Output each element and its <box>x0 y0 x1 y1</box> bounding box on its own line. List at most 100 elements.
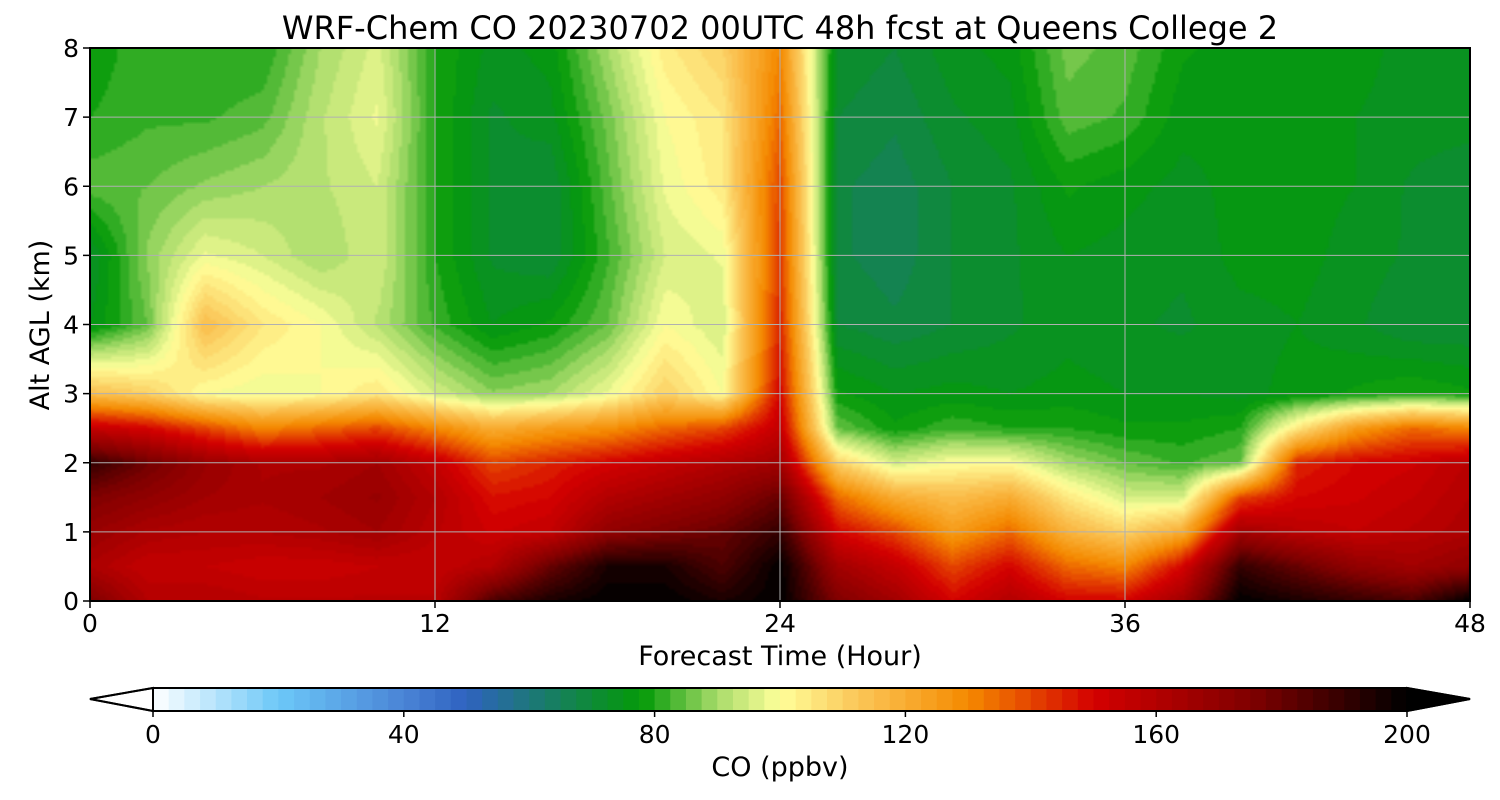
colorbar-swatch <box>576 688 593 711</box>
y-tick-label: 1 <box>63 518 79 547</box>
colorbar-tick-label: 40 <box>388 720 420 749</box>
colorbar-swatch <box>513 688 530 711</box>
colorbar-swatch <box>1015 688 1032 711</box>
colorbar-swatch <box>1203 688 1220 711</box>
colorbar-swatch <box>1391 688 1408 711</box>
colorbar-swatch <box>1328 688 1345 711</box>
colorbar-swatch <box>388 688 405 711</box>
y-tick-label: 0 <box>63 587 79 616</box>
colorbar: 0 40 80 120 160 200 CO (ppbv) <box>89 686 1471 783</box>
colorbar-swatch <box>403 688 421 711</box>
colorbar-swatch <box>1156 688 1173 711</box>
colorbar-swatch <box>623 688 640 711</box>
colorbar-swatch <box>497 688 515 711</box>
colorbar-tick-label: 0 <box>145 720 161 749</box>
colorbar-swatch <box>435 688 452 711</box>
y-tick-label: 8 <box>63 34 79 63</box>
colorbar-swatch <box>482 688 499 711</box>
colorbar-swatch <box>1375 688 1392 711</box>
colorbar-swatch <box>780 688 797 711</box>
colorbar-swatch <box>450 688 468 711</box>
colorbar-swatch <box>858 688 875 711</box>
colorbar-swatch <box>278 688 295 711</box>
colorbar-tick-label: 80 <box>639 720 671 749</box>
colorbar-swatch <box>153 688 170 711</box>
colorbar-swatch <box>842 688 859 711</box>
colorbar-swatch <box>1312 688 1330 711</box>
plot-area <box>89 47 1471 602</box>
y-axis-label: Alt AGL (km) <box>25 240 56 411</box>
colorbar-swatch <box>466 688 483 711</box>
colorbar-swatch <box>670 688 687 711</box>
colorbar-swatch <box>1218 688 1236 711</box>
colorbar-swatch <box>952 688 969 711</box>
colorbar-swatch <box>1140 688 1157 711</box>
colorbar-swatches <box>153 688 1408 711</box>
colorbar-swatch <box>184 688 201 711</box>
colorbar-swatch <box>732 688 750 711</box>
colorbar-swatch <box>889 688 906 711</box>
x-axis-label: Forecast Time (Hour) <box>638 641 922 672</box>
colorbar-swatch <box>294 688 311 711</box>
colorbar-tick-label: 200 <box>1383 720 1431 749</box>
x-tick-label: 0 <box>82 609 98 638</box>
colorbar-swatch <box>1093 688 1110 711</box>
colorbar-swatch <box>685 688 703 711</box>
colorbar-swatch <box>1030 688 1048 711</box>
colorbar-swatch <box>905 688 922 711</box>
colorbar-swatch <box>936 688 954 711</box>
colorbar-swatch <box>717 688 734 711</box>
colorbar-swatch <box>607 688 624 711</box>
colorbar-swatch <box>1062 688 1079 711</box>
colorbar-swatch <box>529 688 546 711</box>
x-tick-label: 48 <box>1454 609 1486 638</box>
y-tick-label: 2 <box>63 449 79 478</box>
colorbar-swatch <box>1077 688 1095 711</box>
colorbar-swatch <box>247 688 264 711</box>
colorbar-tick-label: 160 <box>1132 720 1180 749</box>
colorbar-tick-label: 120 <box>882 720 930 749</box>
x-axis-ticks: 0 12 24 36 48 <box>82 601 1486 638</box>
colorbar-swatch <box>544 688 562 711</box>
colorbar-swatch <box>795 688 812 711</box>
colorbar-swatch <box>1046 688 1063 711</box>
y-tick-label: 5 <box>63 241 79 270</box>
colorbar-swatch <box>827 688 844 711</box>
colorbar-swatch <box>1187 688 1204 711</box>
colorbar-swatch <box>419 688 436 711</box>
colorbar-swatch <box>968 688 985 711</box>
colorbar-swatch <box>591 688 609 711</box>
y-tick-label: 6 <box>63 172 79 201</box>
colorbar-swatch <box>309 688 327 711</box>
colorbar-swatch <box>168 688 185 711</box>
colorbar-swatch <box>638 688 656 711</box>
colorbar-swatch <box>560 688 577 711</box>
colorbar-swatch <box>983 688 1001 711</box>
colorbar-label: CO (ppbv) <box>711 752 848 783</box>
chart-title: WRF-Chem CO 20230702 00UTC 48h fcst at Q… <box>282 9 1278 47</box>
colorbar-swatch <box>200 688 217 711</box>
colorbar-swatch <box>654 688 671 711</box>
colorbar-swatch <box>1124 688 1142 711</box>
colorbar-swatch <box>215 688 232 711</box>
x-tick-label: 24 <box>764 609 796 638</box>
colorbar-swatch <box>341 688 358 711</box>
colorbar-high-extension <box>1406 686 1471 713</box>
colorbar-swatch <box>1297 688 1314 711</box>
colorbar-swatch <box>1344 688 1361 711</box>
x-tick-label: 36 <box>1109 609 1141 638</box>
colorbar-swatch <box>1265 688 1283 711</box>
colorbar-swatch <box>356 688 374 711</box>
colorbar-swatch <box>262 688 279 711</box>
y-tick-label: 4 <box>63 311 79 340</box>
colorbar-swatch <box>701 688 718 711</box>
x-tick-label: 12 <box>419 609 451 638</box>
colorbar-swatch <box>811 688 828 711</box>
colorbar-swatch <box>1359 688 1377 711</box>
y-tick-label: 3 <box>63 380 79 409</box>
colorbar-swatch <box>1109 688 1126 711</box>
colorbar-swatch <box>1281 688 1298 711</box>
colorbar-swatch <box>1250 688 1267 711</box>
colorbar-low-extension <box>89 686 154 713</box>
